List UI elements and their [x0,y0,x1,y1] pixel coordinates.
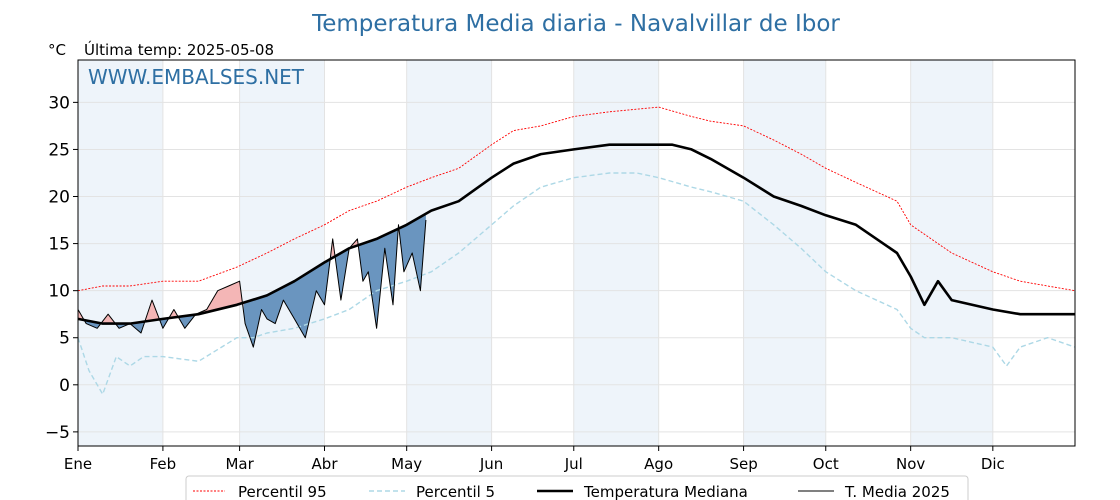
month-band [78,60,163,446]
legend-p5-label: Percentil 5 [416,483,495,500]
chart-title: Temperatura Media diaria - Navalvillar d… [311,11,840,37]
month-band [573,60,659,446]
month-band [910,60,993,446]
legend-current-label: T. Media 2025 [844,483,950,500]
above-median-fill [195,281,244,315]
y-tick-label: 25 [48,140,70,160]
month-bands [78,60,993,446]
month-band [743,60,826,446]
y-axis: −5 0 5 10 15 20 25 30 [45,93,78,443]
below-median-fill [335,248,350,301]
x-tick-label: Mar [225,455,254,473]
y-tick-label: 5 [59,329,70,349]
x-tick-label: Oct [813,455,839,473]
below-median-fill [358,224,399,329]
plot-frame [77,59,1076,447]
y-tick-label: −5 [45,423,70,443]
x-tick-label: Feb [150,455,177,473]
series-lines [77,106,1076,395]
y-tick-label: 10 [48,282,70,302]
x-tick-label: Abr [312,455,339,473]
x-tick-label: Ago [644,455,673,473]
above-median-fill [145,300,161,322]
x-tick-label: Sep [729,455,757,473]
below-median-fill [243,249,332,348]
series-line-p5 [77,172,1076,395]
legend: Percentil 95 Percentil 5 Temperatura Med… [185,475,969,500]
x-tick-label: Jun [479,455,503,473]
unit-label: °C [48,41,66,59]
x-tick-label: Dic [981,455,1005,473]
legend-box [185,475,969,500]
above-median-fill [101,314,117,325]
anomaly-fills [78,213,426,348]
watermark: WWW.EMBALSES.NET [88,65,305,89]
below-median-fill [179,314,196,329]
month-band [239,60,325,446]
y-tick-label: 0 [59,376,70,396]
y-tick-label: 20 [48,188,70,208]
below-median-fill [399,213,426,291]
x-tick-label: May [391,455,422,473]
series-line-median [77,143,1075,325]
x-tick-label: Nov [896,455,925,473]
series-line-current [77,219,427,348]
last-temp-label: Última temp: 2025-05-08 [84,40,274,59]
x-tick-label: Jul [564,455,583,473]
y-tick-label: 30 [48,93,70,113]
x-tick-label: Ene [64,455,92,473]
x-axis: Ene Feb Mar Abr May Jun Jul Ago Sep Oct Nov Dic [64,446,1005,473]
legend-p95-label: Percentil 95 [238,483,327,500]
y-tick-label: 15 [48,235,70,255]
legend-median-label: Temperatura Mediana [583,483,748,500]
